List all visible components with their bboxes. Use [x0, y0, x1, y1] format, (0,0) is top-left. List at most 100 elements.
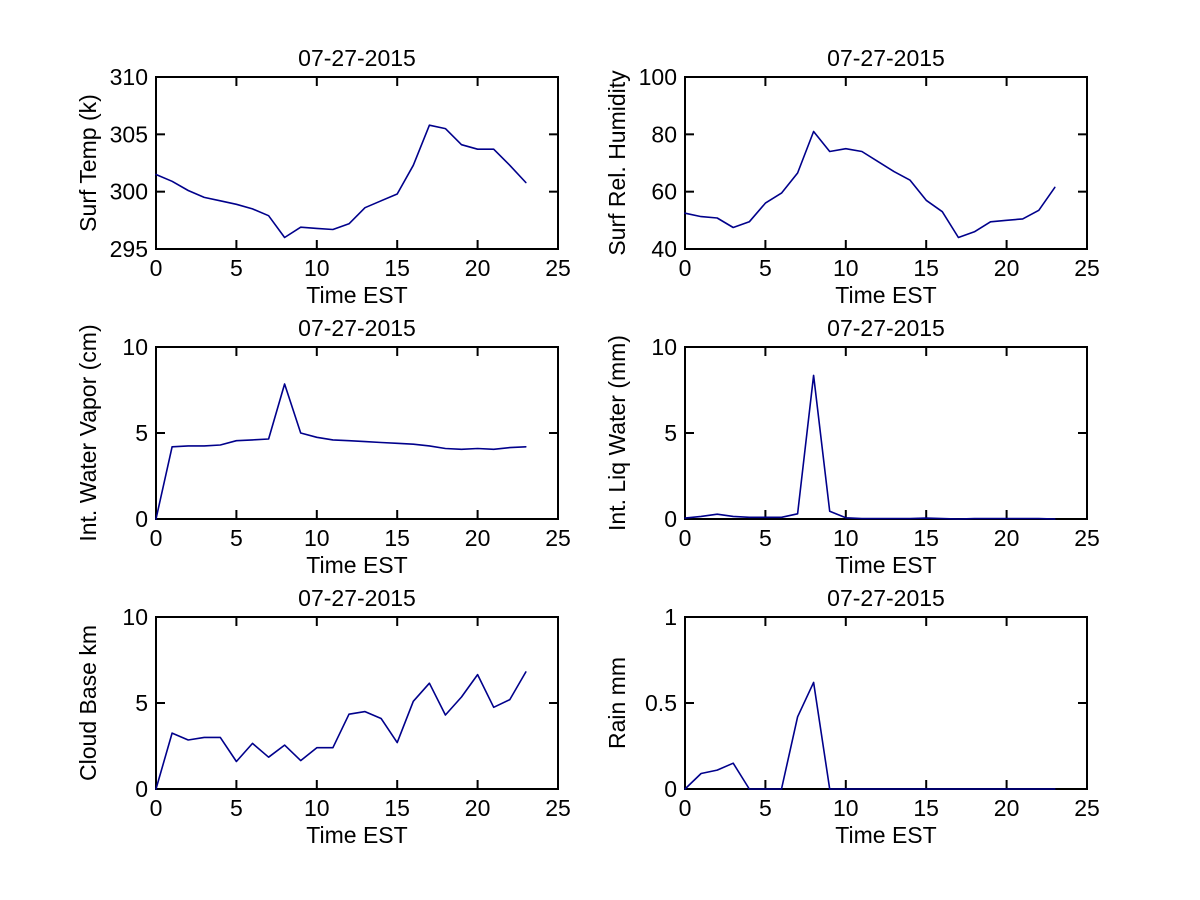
y-axis-label: Rain mm: [604, 657, 630, 750]
y-axis-label: Cloud Base km: [75, 625, 101, 781]
subplot-surf-temp: 0 5 10 15 20 25 295 300 305 310 07-27-2015 Surf T…: [41, 32, 593, 324]
y-tick-label: 0: [664, 506, 677, 532]
data-line: [155, 383, 527, 520]
x-tick-label: 0: [679, 795, 692, 821]
x-axis-label: Time EST: [306, 552, 408, 578]
subplot-liq-water: 0 5 10 15 20 25 0 5 10 07-27-2015 Int. Liq Water…: [570, 302, 1122, 594]
y-tick-label: 80: [651, 121, 677, 147]
x-tick-label: 5: [759, 255, 772, 281]
tick-marks: [155, 76, 559, 250]
subplot-rel-humidity: 0 5 10 15 20 25 40 60 80 100 07-27-2015 Surf Rel.…: [570, 32, 1122, 324]
y-axis-label: Surf Temp (k): [75, 94, 101, 232]
x-tick-label: 20: [465, 255, 491, 281]
chart-title: 07-27-2015: [298, 585, 416, 611]
y-tick-label: 5: [135, 420, 148, 446]
plot-area-cloud-base: 0 5 10 15 20 25 0 5 10: [122, 604, 570, 821]
tick-labels: 0 5 10 15 20 25 0 5 10: [122, 334, 570, 551]
y-axis-label: Surf Rel. Humidity: [604, 70, 630, 256]
x-tick-label: 20: [994, 795, 1020, 821]
tick-marks: [684, 616, 1088, 790]
data-line: [155, 124, 527, 239]
x-tick-label: 20: [465, 525, 491, 551]
x-tick-label: 25: [1074, 795, 1100, 821]
plot-area-surf-temp: 0 5 10 15 20 25 295 300 305 310: [110, 64, 571, 281]
x-tick-label: 25: [545, 525, 571, 551]
x-tick-label: 25: [545, 255, 571, 281]
tick-marks: [684, 76, 1088, 250]
x-axis-label: Time EST: [306, 282, 408, 308]
chart-title: 07-27-2015: [298, 45, 416, 71]
x-tick-label: 10: [833, 255, 859, 281]
x-tick-label: 20: [994, 255, 1020, 281]
data-line: [684, 374, 1056, 520]
x-tick-label: 15: [384, 255, 410, 281]
y-tick-label: 10: [122, 334, 148, 360]
x-tick-label: 0: [679, 525, 692, 551]
data-line: [684, 681, 1056, 790]
chart-title: 07-27-2015: [298, 315, 416, 341]
x-axis-label: Time EST: [835, 282, 937, 308]
subplot-water-vapor: 0 5 10 15 20 25 0 5 10 07-27-2015 Int. Water Vap…: [41, 302, 593, 594]
subplot-rain: 0 5 10 15 20 25 0 0.5 1 07-27-2015 Rain mm Time …: [570, 572, 1122, 864]
axes-box: [684, 76, 1088, 250]
y-tick-label: 5: [664, 420, 677, 446]
y-tick-label: 5: [135, 690, 148, 716]
axes-box: [155, 346, 559, 520]
x-tick-label: 15: [384, 525, 410, 551]
x-tick-label: 20: [465, 795, 491, 821]
y-tick-label: 305: [110, 121, 148, 147]
x-tick-label: 25: [1074, 525, 1100, 551]
subplot-cloud-base: 0 5 10 15 20 25 0 5 10 07-27-2015 Cloud Base km …: [41, 572, 593, 864]
tick-labels: 0 5 10 15 20 25 0 5 10: [122, 604, 570, 821]
y-tick-label: 310: [110, 64, 148, 90]
tick-labels: 0 5 10 15 20 25 0 0.5 1: [645, 604, 1100, 821]
x-tick-label: 25: [545, 795, 571, 821]
axes-box: [684, 346, 1088, 520]
y-tick-label: 0: [664, 776, 677, 802]
tick-marks: [684, 346, 1088, 520]
y-tick-label: 0: [135, 506, 148, 532]
x-tick-label: 0: [150, 525, 163, 551]
x-axis-label: Time EST: [306, 822, 408, 848]
x-tick-label: 10: [304, 795, 330, 821]
plot-area-liq-water: 0 5 10 15 20 25 0 5 10: [651, 334, 1099, 551]
x-tick-label: 15: [913, 795, 939, 821]
axes-box: [155, 76, 559, 250]
x-tick-label: 10: [304, 525, 330, 551]
x-tick-label: 5: [230, 795, 243, 821]
plot-area-rain: 0 5 10 15 20 25 0 0.5 1: [645, 604, 1100, 821]
y-tick-label: 10: [122, 604, 148, 630]
data-line: [155, 671, 527, 790]
tick-marks: [155, 346, 559, 520]
x-tick-label: 0: [679, 255, 692, 281]
x-axis-label: Time EST: [835, 552, 937, 578]
x-tick-label: 15: [384, 795, 410, 821]
x-tick-label: 5: [759, 525, 772, 551]
x-tick-label: 10: [304, 255, 330, 281]
y-tick-label: 0.5: [645, 690, 677, 716]
x-tick-label: 5: [230, 255, 243, 281]
plot-area-rel-humidity: 0 5 10 15 20 25 40 60 80 100: [639, 64, 1100, 281]
y-tick-label: 40: [651, 236, 677, 262]
x-tick-label: 5: [230, 525, 243, 551]
axes-box: [155, 616, 559, 790]
x-tick-label: 10: [833, 795, 859, 821]
y-tick-label: 10: [651, 334, 677, 360]
tick-labels: 0 5 10 15 20 25 0 5 10: [651, 334, 1099, 551]
y-tick-label: 0: [135, 776, 148, 802]
y-tick-label: 1: [664, 604, 677, 630]
y-tick-label: 300: [110, 179, 148, 205]
x-tick-label: 15: [913, 255, 939, 281]
x-axis-label: Time EST: [835, 822, 937, 848]
tick-marks: [155, 616, 559, 790]
y-tick-label: 100: [639, 64, 677, 90]
x-tick-label: 25: [1074, 255, 1100, 281]
x-tick-label: 5: [759, 795, 772, 821]
chart-title: 07-27-2015: [827, 45, 945, 71]
tick-labels: 0 5 10 15 20 25 40 60 80 100: [639, 64, 1100, 281]
axes-box: [684, 616, 1088, 790]
y-tick-label: 295: [110, 236, 148, 262]
y-axis-label: Int. Liq Water (mm): [604, 335, 630, 531]
x-tick-label: 0: [150, 255, 163, 281]
x-tick-label: 10: [833, 525, 859, 551]
